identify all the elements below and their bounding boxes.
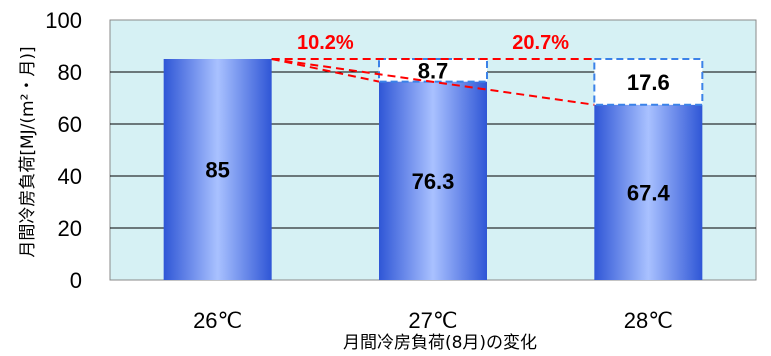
- y-tick-label: 20: [58, 216, 82, 241]
- x-axis-label: 月間冷房負荷(8月)の変化: [343, 333, 537, 353]
- y-tick-label: 40: [58, 164, 82, 189]
- bar-value-label: 67.4: [627, 180, 671, 205]
- percent-reduction-label: 20.7%: [512, 32, 569, 54]
- category-label: 28℃: [624, 308, 673, 333]
- bar: [594, 104, 703, 280]
- trend-lines: 10.2% 20.7%: [271, 32, 595, 106]
- y-tick-label: 80: [58, 60, 82, 85]
- reduction-box: [593, 58, 704, 106]
- trend-line: [271, 58, 595, 106]
- bar: [163, 59, 272, 280]
- category-label: 27℃: [408, 308, 457, 333]
- reduction-boxes: 8.7 17.6: [378, 58, 704, 106]
- y-tick-label: 100: [45, 8, 82, 33]
- reduction-value-label: 8.7: [418, 58, 449, 83]
- bar-value-label: 76.3: [412, 169, 455, 194]
- bars: 85 76.3 67.4: [163, 59, 703, 281]
- bar: [379, 81, 487, 281]
- category-labels: 26℃ 27℃ 28℃: [193, 308, 673, 333]
- y-tick-label: 60: [58, 112, 82, 137]
- category-label: 26℃: [193, 308, 242, 333]
- bar-value-label: 85: [205, 158, 229, 183]
- trend-line: [271, 58, 380, 83]
- reduction-box: [378, 58, 488, 83]
- y-axis-label: 月間冷房負荷[MJ/(m²・月)]: [18, 46, 38, 257]
- y-tick-labels: 0 20 40 60 80 100: [45, 8, 82, 293]
- y-tick-label: 0: [70, 268, 82, 293]
- percent-reduction-label: 10.2%: [297, 32, 354, 54]
- reduction-value-label: 17.6: [627, 70, 670, 95]
